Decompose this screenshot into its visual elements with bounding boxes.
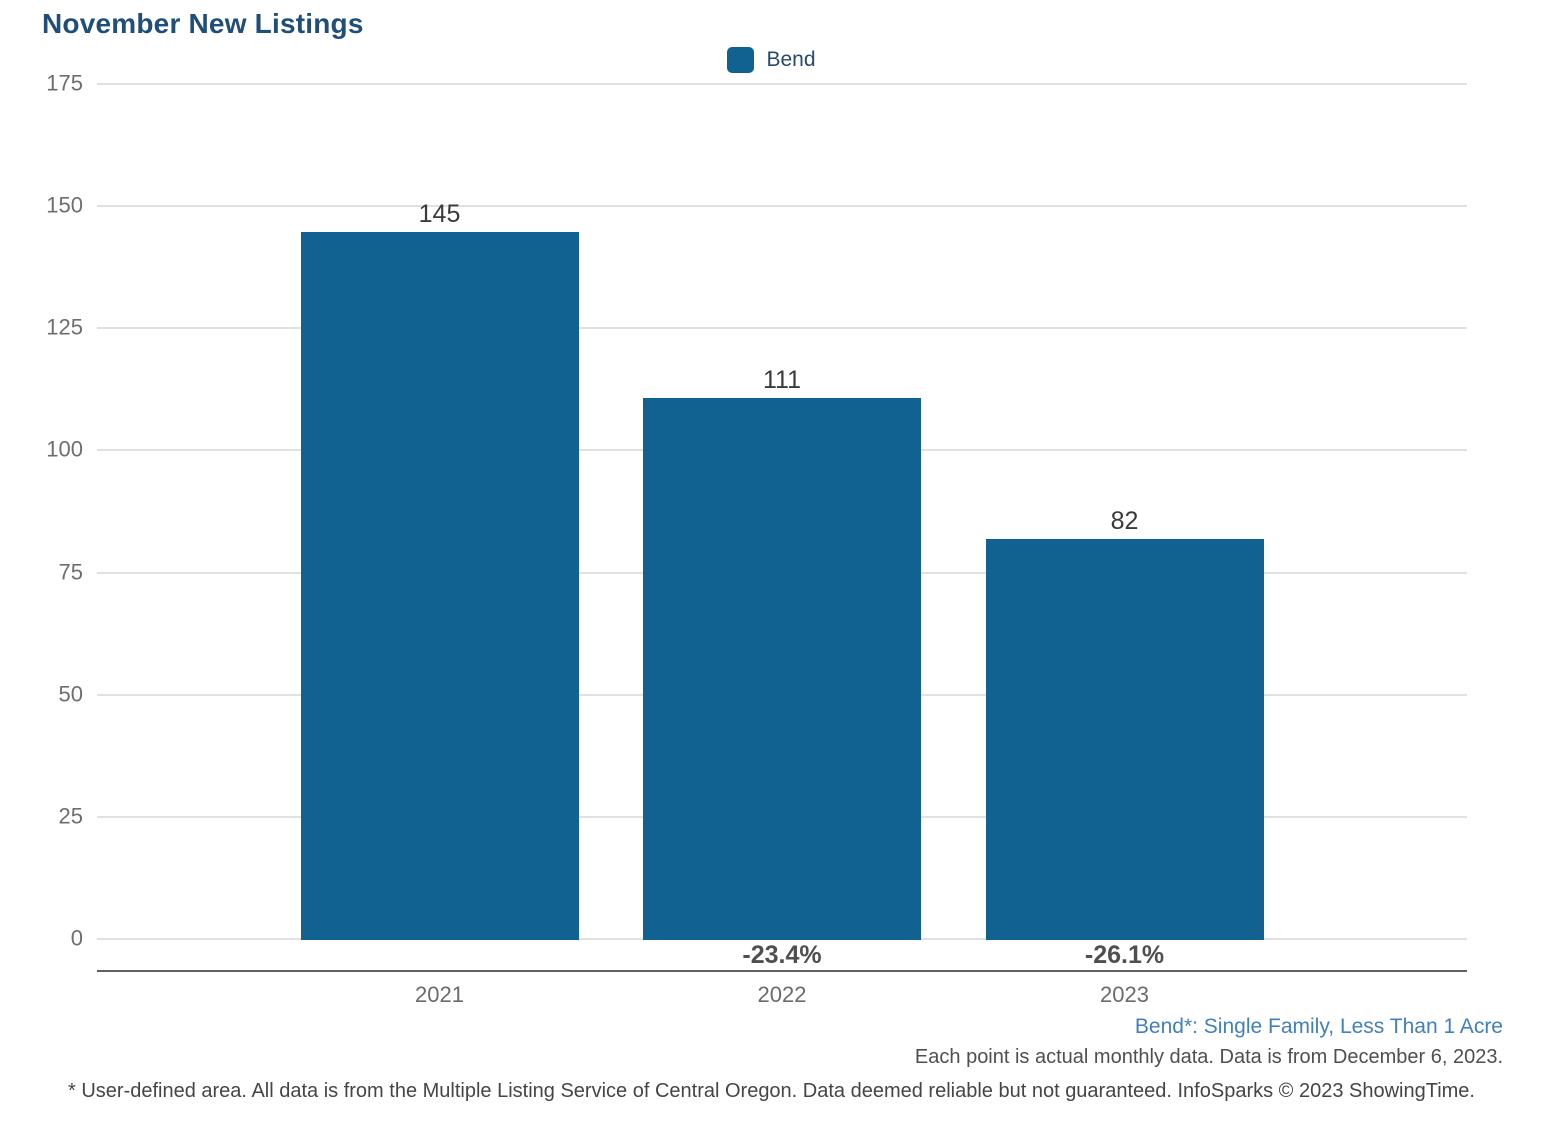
y-tick-label-25: 25 [58,803,83,829]
x-axis-line [97,970,1467,972]
bar-value-label-2021: 145 [418,199,461,228]
gridline-y-150: 150 [46,193,1467,218]
bar-value-label-2023: 82 [1110,507,1139,536]
y-tick-label-175: 175 [46,70,83,96]
x-axis-label-2021: 2021 [415,982,464,1007]
y-tick-label-100: 100 [46,437,83,463]
bar-2023[interactable]: 82 [985,507,1264,940]
y-tick-label-75: 75 [58,559,83,585]
x-axis-label-2023: 2023 [1100,982,1149,1007]
x-axis-label-2022: 2022 [757,982,807,1007]
bar-value-label-2022: 111 [762,365,801,394]
y-tick-label-150: 150 [46,192,83,218]
pct-change-label-2023: -26.1% [1084,941,1165,969]
plot-area: 0 25 50 75 100 125 150 175 145 111 82 [46,71,1467,951]
footer-right: Bend*: Single Family, Less Than 1 Acre E… [915,1012,1503,1072]
gridline-y-175: 175 [46,71,1467,96]
x-axis-area: 2021 -23.4% 2022 -26.1% 2023 [97,940,1467,1022]
chart-title: November New Listings [42,8,364,39]
y-tick-label-50: 50 [58,681,83,707]
bar-2022[interactable]: 111 [643,366,921,940]
disclaimer-footnote: * User-defined area. All data is from th… [68,1080,1475,1102]
y-tick-label-125: 125 [46,314,83,340]
legend-label-bend[interactable]: Bend [766,48,816,71]
y-tick-label-0: 0 [70,925,83,951]
legend: Bend [0,46,1543,74]
bar-2021[interactable]: 145 [300,200,579,940]
legend-swatch-bend[interactable] [727,47,755,73]
pct-change-label-2022: -23.4% [742,941,822,969]
gridline-y-125: 125 [46,315,1467,340]
data-note: Each point is actual monthly data. Data … [914,1046,1503,1068]
series-definition: Bend*: Single Family, Less Than 1 Acre [1134,1015,1503,1038]
